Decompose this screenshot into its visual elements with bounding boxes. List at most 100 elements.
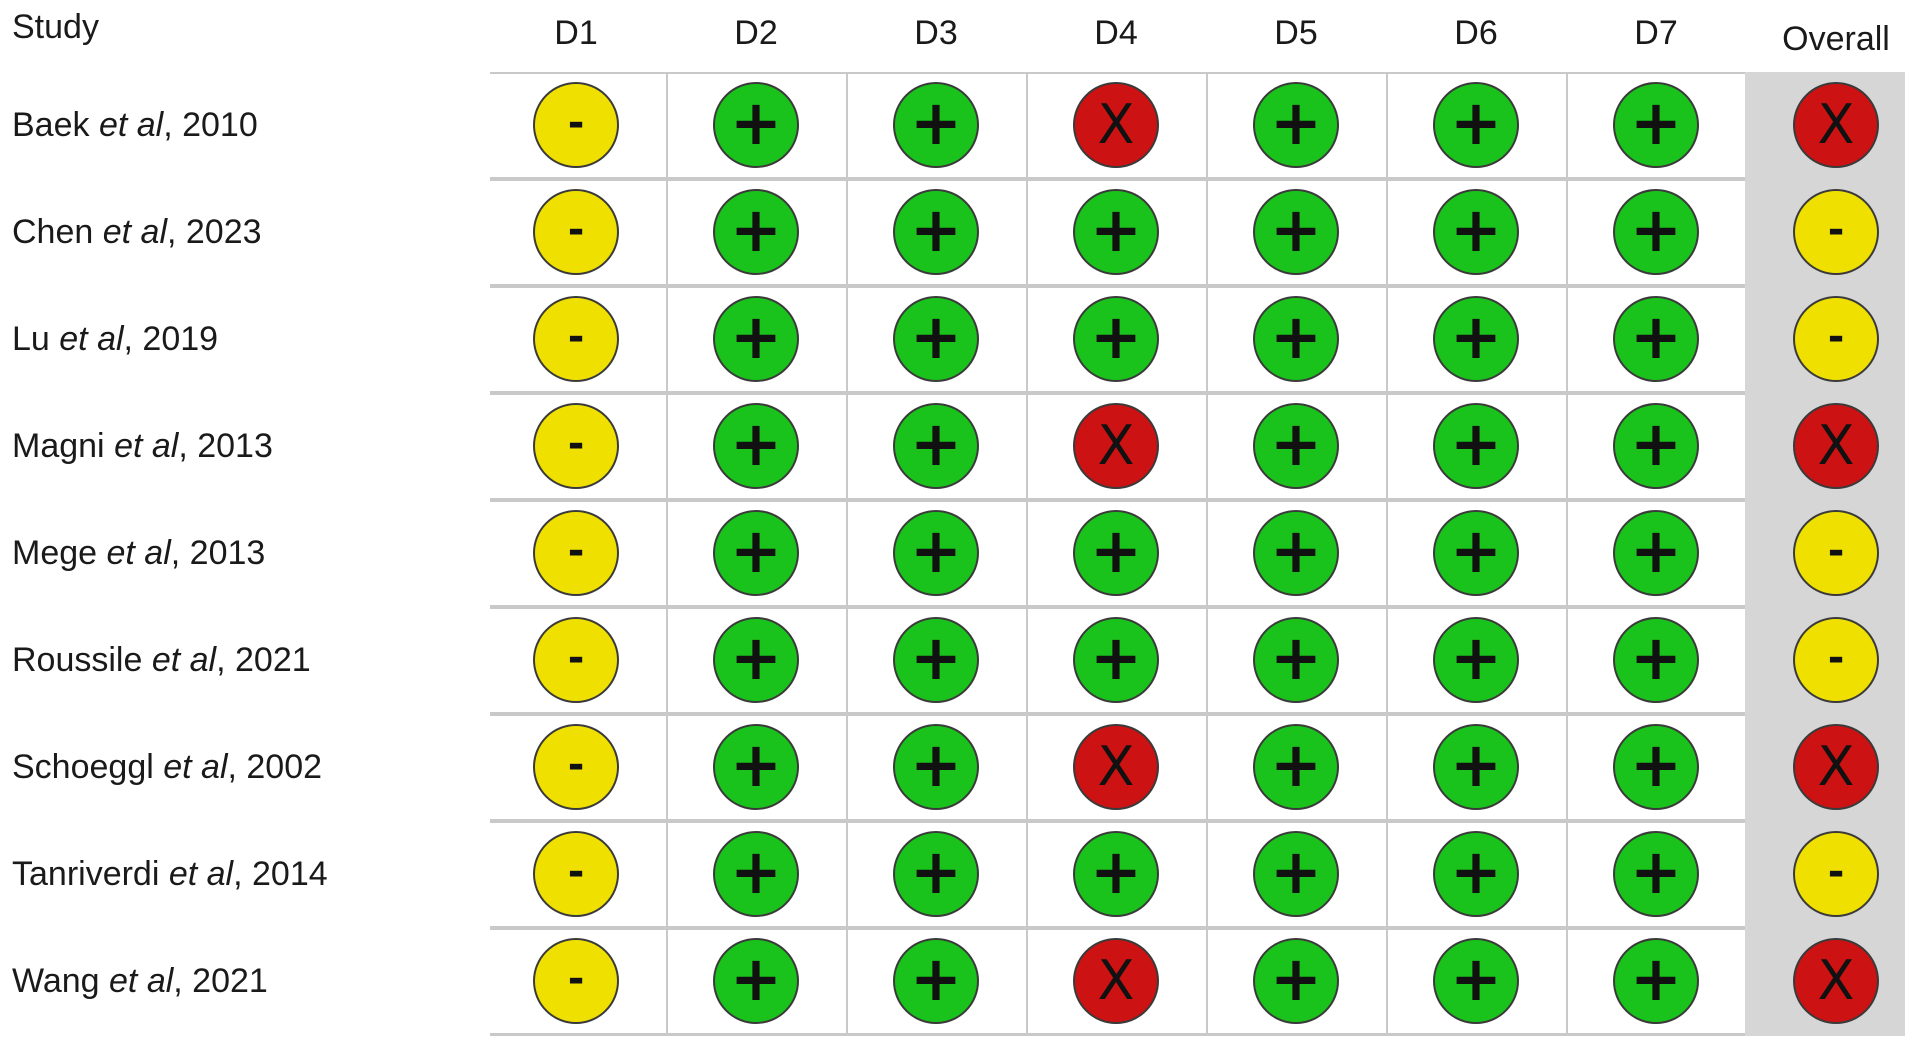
- study-etal: et al: [106, 533, 171, 572]
- study-etal: et al: [59, 319, 124, 358]
- study-year: , 2023: [167, 212, 262, 251]
- some-concerns-icon: -: [533, 724, 619, 810]
- study-year: , 2021: [173, 961, 268, 1000]
- plus-symbol: +: [730, 621, 782, 694]
- study-label: Wang et al, 2021: [12, 928, 268, 1034]
- some-concerns-icon: -: [1793, 510, 1879, 596]
- plus-symbol: +: [1630, 942, 1682, 1015]
- low-risk-icon: +: [1433, 296, 1519, 382]
- overall-header: Overall: [1782, 19, 1890, 58]
- plus-symbol: +: [1450, 621, 1502, 694]
- low-risk-icon: +: [1253, 510, 1339, 596]
- plus-symbol: +: [1450, 193, 1502, 266]
- low-risk-icon: +: [1253, 831, 1339, 917]
- plus-symbol: +: [1270, 835, 1322, 908]
- plus-symbol: +: [1630, 621, 1682, 694]
- low-risk-icon: +: [1613, 831, 1699, 917]
- low-risk-icon: +: [713, 617, 799, 703]
- minus-symbol: -: [567, 849, 585, 895]
- cross-symbol: X: [1817, 414, 1855, 477]
- plus-symbol: +: [730, 942, 782, 1015]
- plus-symbol: +: [910, 942, 962, 1015]
- some-concerns-icon: -: [533, 82, 619, 168]
- low-risk-icon: +: [1073, 831, 1159, 917]
- low-risk-icon: +: [893, 82, 979, 168]
- plus-symbol: +: [730, 193, 782, 266]
- plus-symbol: +: [1630, 193, 1682, 266]
- low-risk-icon: +: [713, 510, 799, 596]
- low-risk-icon: +: [893, 938, 979, 1024]
- low-risk-icon: +: [893, 724, 979, 810]
- low-risk-icon: +: [1613, 189, 1699, 275]
- domain-header-d7: D7: [1634, 13, 1678, 52]
- plus-symbol: +: [1090, 193, 1142, 266]
- low-risk-icon: +: [893, 296, 979, 382]
- some-concerns-icon: -: [1793, 617, 1879, 703]
- plus-symbol: +: [730, 300, 782, 373]
- minus-symbol: -: [1827, 849, 1845, 895]
- low-risk-icon: +: [1253, 82, 1339, 168]
- some-concerns-icon: -: [533, 617, 619, 703]
- cross-symbol: X: [1097, 93, 1135, 156]
- study-label: Mege et al, 2013: [12, 500, 265, 606]
- low-risk-icon: +: [1433, 831, 1519, 917]
- minus-symbol: -: [1827, 528, 1845, 574]
- low-risk-icon: +: [713, 724, 799, 810]
- plus-symbol: +: [1450, 300, 1502, 373]
- low-risk-icon: +: [1253, 724, 1339, 810]
- low-risk-icon: +: [1613, 938, 1699, 1024]
- study-etal: et al: [102, 212, 167, 251]
- study-author: Mege: [12, 533, 107, 572]
- plus-symbol: +: [730, 514, 782, 587]
- plus-symbol: +: [1090, 835, 1142, 908]
- cross-symbol: X: [1817, 735, 1855, 798]
- plus-symbol: +: [910, 407, 962, 480]
- low-risk-icon: +: [1613, 82, 1699, 168]
- low-risk-icon: +: [1433, 938, 1519, 1024]
- study-etal: et al: [163, 747, 228, 786]
- plus-symbol: +: [1270, 193, 1322, 266]
- low-risk-icon: +: [713, 938, 799, 1024]
- some-concerns-icon: -: [1793, 296, 1879, 382]
- study-author: Tanriverdi: [12, 854, 169, 893]
- plus-symbol: +: [910, 514, 962, 587]
- plus-symbol: +: [910, 621, 962, 694]
- plus-symbol: +: [1630, 86, 1682, 159]
- low-risk-icon: +: [1613, 617, 1699, 703]
- low-risk-icon: +: [1073, 296, 1159, 382]
- study-author: Magni: [12, 426, 115, 465]
- plus-symbol: +: [1630, 835, 1682, 908]
- low-risk-icon: +: [893, 617, 979, 703]
- study-etal: et al: [114, 426, 179, 465]
- plus-symbol: +: [1090, 300, 1142, 373]
- cross-symbol: X: [1097, 735, 1135, 798]
- low-risk-icon: +: [713, 296, 799, 382]
- plus-symbol: +: [1450, 835, 1502, 908]
- low-risk-icon: +: [893, 189, 979, 275]
- low-risk-icon: +: [1433, 724, 1519, 810]
- plus-symbol: +: [910, 835, 962, 908]
- study-etal: et al: [109, 961, 174, 1000]
- cross-symbol: X: [1817, 949, 1855, 1012]
- high-risk-icon: X: [1073, 938, 1159, 1024]
- low-risk-icon: +: [1613, 724, 1699, 810]
- study-label: Schoeggl et al, 2002: [12, 714, 322, 820]
- plus-symbol: +: [1630, 514, 1682, 587]
- plus-symbol: +: [1270, 728, 1322, 801]
- minus-symbol: -: [1827, 207, 1845, 253]
- some-concerns-icon: -: [533, 938, 619, 1024]
- study-year: , 2010: [163, 105, 258, 144]
- plus-symbol: +: [1270, 621, 1322, 694]
- cross-symbol: X: [1817, 93, 1855, 156]
- low-risk-icon: +: [713, 82, 799, 168]
- plus-symbol: +: [730, 728, 782, 801]
- high-risk-icon: X: [1793, 724, 1879, 810]
- plus-symbol: +: [1270, 300, 1322, 373]
- minus-symbol: -: [567, 421, 585, 467]
- study-year: , 2013: [170, 533, 266, 572]
- high-risk-icon: X: [1793, 82, 1879, 168]
- low-risk-icon: +: [893, 831, 979, 917]
- domain-header-d1: D1: [554, 13, 598, 52]
- study-label: Lu et al, 2019: [12, 286, 218, 392]
